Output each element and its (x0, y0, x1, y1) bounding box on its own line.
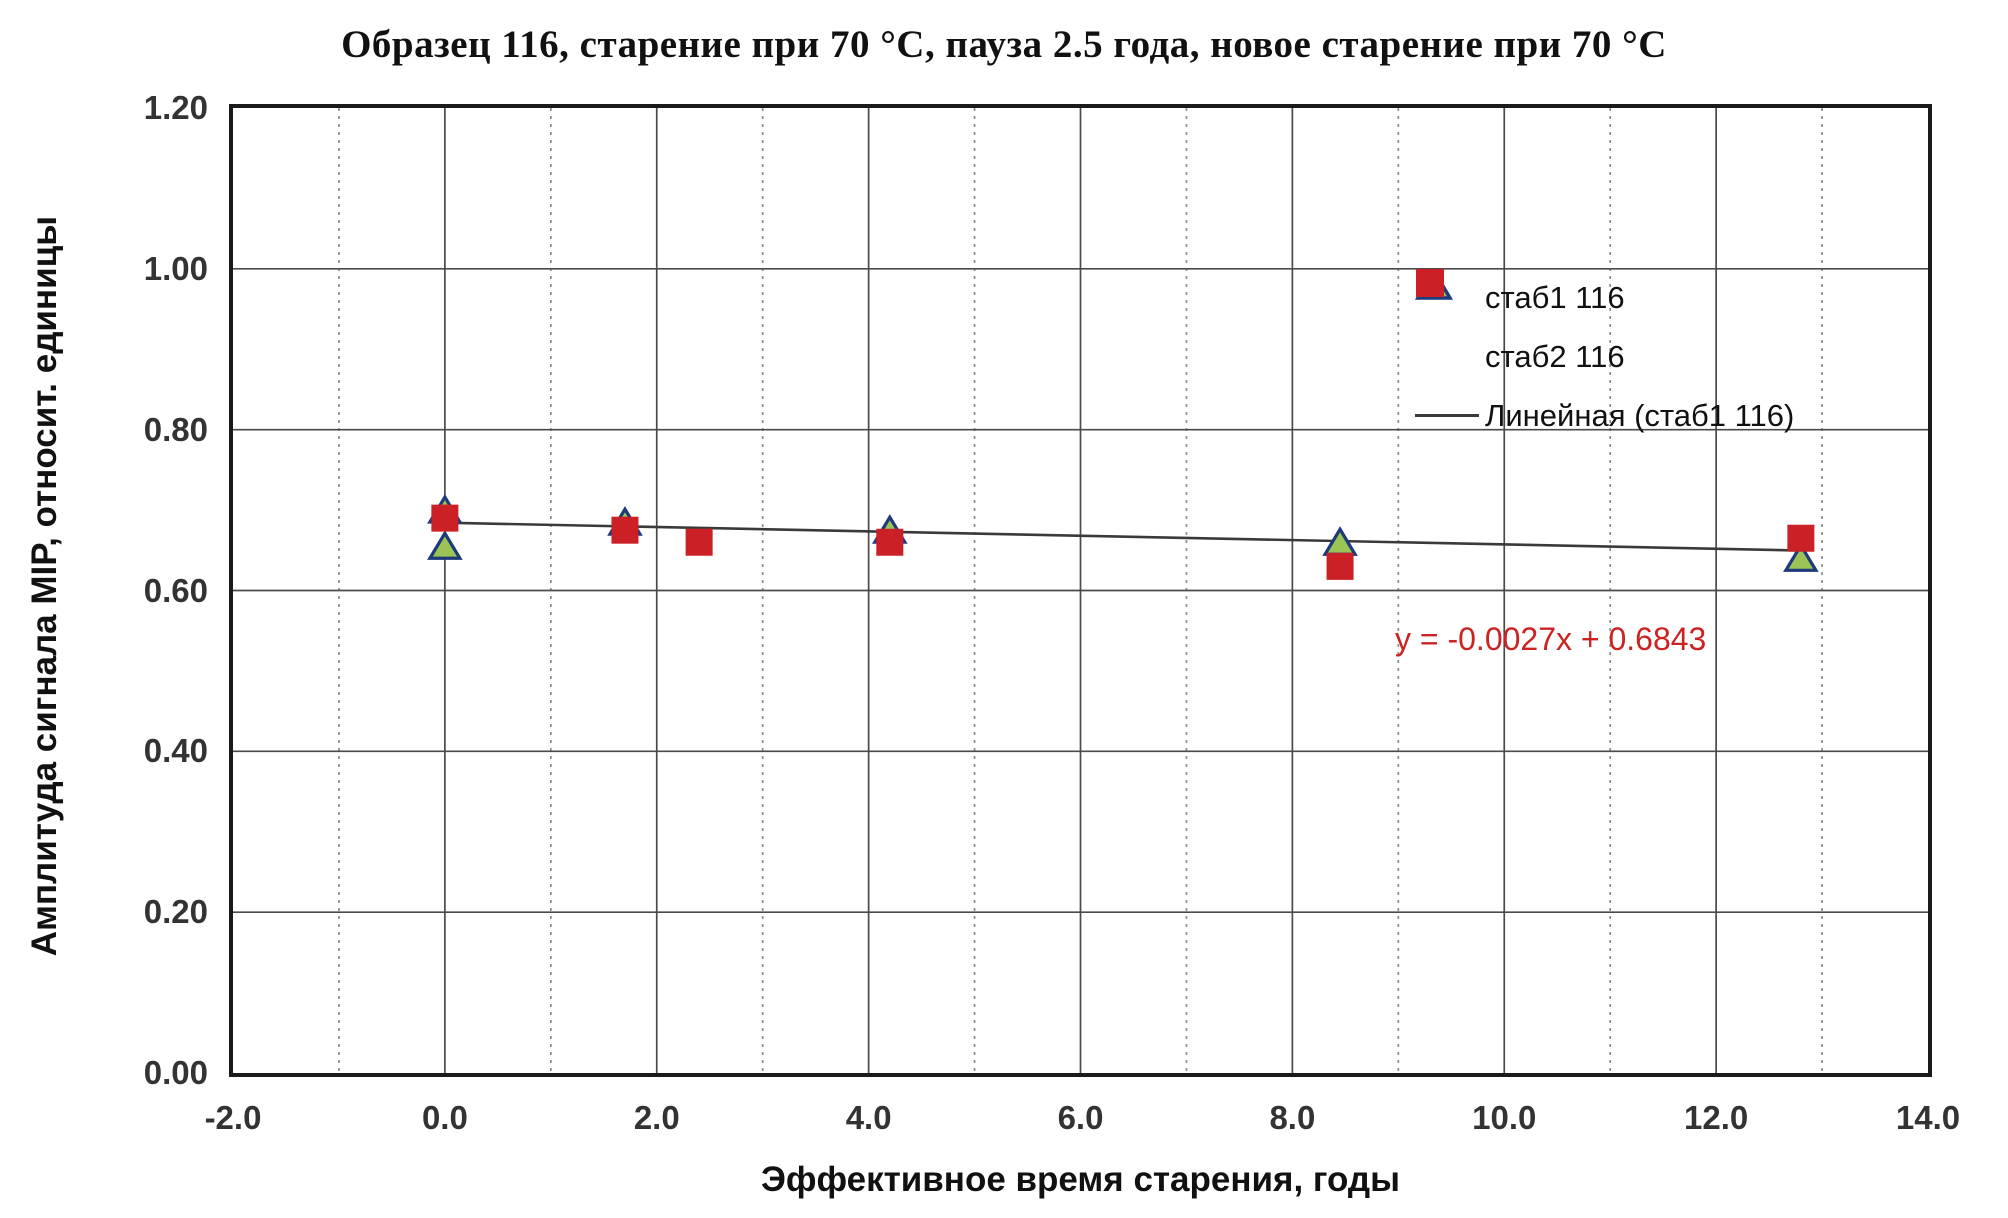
x-tick-label: 10.0 (1472, 1099, 1537, 1136)
y-tick-label: 0.80 (143, 410, 208, 448)
x-tick-label: 8.0 (1269, 1099, 1316, 1136)
trendline-equation: y = -0.0027x + 0.6843 (1395, 621, 1707, 657)
legend-label: стаб1 116 (1485, 279, 1625, 315)
y-tick-label: 0.00 (143, 1054, 208, 1091)
legend: document.currentScript.previousElementSi… (1415, 268, 1794, 445)
y-tick-label: 1.20 (143, 89, 208, 126)
legend-item-trendline: Линейная (стаб1 116) (1415, 386, 1794, 445)
trendline-sample-icon (1415, 414, 1485, 417)
legend-label: Линейная (стаб1 116) (1485, 397, 1795, 433)
x-axis-title: Эффективное время старения, годы (760, 1160, 1401, 1199)
y-tick-label: 0.60 (143, 571, 208, 609)
chart-title: Образец 116, старение при 70 °C, пауза 2… (341, 23, 1667, 66)
x-tick-label: -2.0 (204, 1099, 262, 1136)
x-tick-label: 6.0 (1057, 1099, 1104, 1136)
x-tick-label: 14.0 (1895, 1099, 1961, 1136)
y-tick-label: 0.40 (143, 732, 208, 770)
x-tick-label: 0.0 (421, 1099, 468, 1136)
legend-item-stab1: document.currentScript.previousElementSi… (1415, 268, 1794, 327)
plot-canvas (233, 108, 1928, 1073)
x-tick-label: 2.0 (633, 1099, 680, 1136)
y-tick-label: 1.00 (143, 249, 208, 287)
legend-label: стаб2 116 (1485, 338, 1625, 374)
x-tick-label: 4.0 (845, 1099, 892, 1136)
plot-area: document.currentScript.previousElementSi… (229, 104, 1932, 1077)
y-tick-label: 0.20 (143, 893, 208, 931)
x-tick-label: 12.0 (1684, 1099, 1749, 1136)
legend-item-stab2: стаб2 116 (1415, 269, 1794, 386)
y-axis-title: Амплитуда сигнала MIP, относит. единицы (25, 216, 64, 957)
